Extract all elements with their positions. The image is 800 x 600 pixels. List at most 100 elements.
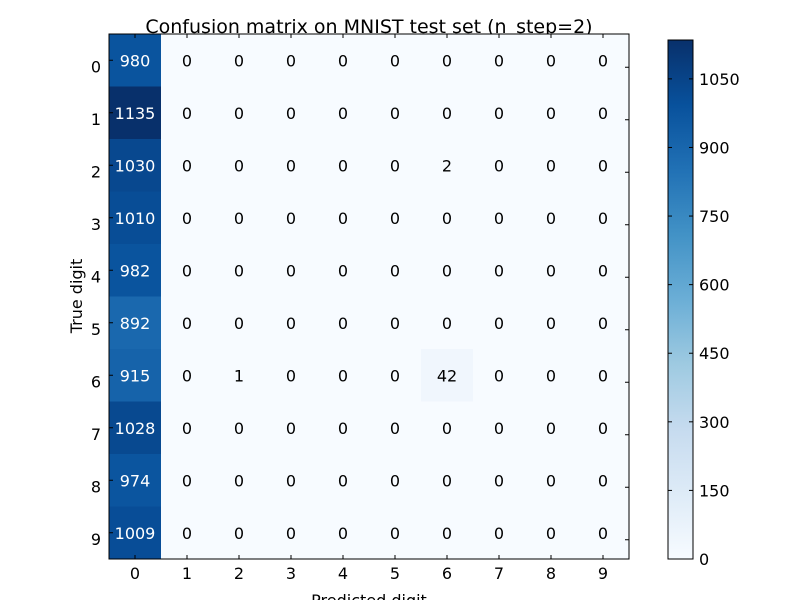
cell-value-r7-c6: 0 [442, 419, 452, 438]
cell-value-r2-c3: 0 [286, 156, 296, 175]
heatmap-cell-r5-c5 [369, 296, 422, 350]
heatmap-cell-r7-c1 [161, 401, 214, 455]
heatmap-cell-r0-c7 [473, 34, 526, 87]
cell-value-r4-c7: 0 [494, 261, 504, 280]
heatmap-cell-r5-c3 [265, 296, 318, 350]
heatmap-cell-r2-c7 [473, 139, 526, 192]
cell-value-r9-c2: 0 [234, 524, 244, 543]
cell-value-r5-c9: 0 [598, 314, 608, 333]
colorbar-tick-label-1050: 1050 [699, 70, 740, 89]
cell-value-r1-c5: 0 [390, 104, 400, 123]
cell-value-r3-c5: 0 [390, 209, 400, 228]
heatmap-cell-r1-c9 [577, 86, 630, 140]
cell-value-r0-c6: 0 [442, 51, 452, 70]
cell-value-r0-c9: 0 [598, 51, 608, 70]
heatmap-cell-r2-c3 [265, 139, 318, 192]
heatmap-cell-r8-c1 [161, 454, 214, 507]
heatmap-cell-r2-c6 [421, 139, 474, 192]
cell-value-r9-c8: 0 [546, 524, 556, 543]
cell-value-r4-c5: 0 [390, 261, 400, 280]
heatmap-cell-r3-c3 [265, 191, 318, 245]
heatmap-cell-r4-c8 [525, 244, 578, 297]
y-tick-label-6: 6 [91, 372, 101, 391]
cell-value-r8-c4: 0 [338, 471, 348, 490]
heatmap-cell-r2-c8 [525, 139, 578, 192]
heatmap-cell-r7-c7 [473, 401, 526, 455]
cell-value-r8-c3: 0 [286, 471, 296, 490]
colorbar-tick-label-150: 150 [699, 481, 730, 500]
cell-value-r2-c2: 0 [234, 156, 244, 175]
heatmap-cell-r4-c5 [369, 244, 422, 297]
x-tick-label-8: 8 [546, 564, 556, 583]
cell-value-r6-c1: 0 [182, 366, 192, 385]
cell-value-r9-c1: 0 [182, 524, 192, 543]
colorbar-tick-label-300: 300 [699, 413, 730, 432]
x-tick-label-5: 5 [390, 564, 400, 583]
heatmap-cell-r9-c4 [317, 506, 370, 560]
cell-value-r4-c2: 0 [234, 261, 244, 280]
heatmap-frame [108, 33, 630, 560]
heatmap-cell-r5-c0 [109, 296, 162, 350]
heatmap-cell-r1-c7 [473, 86, 526, 140]
cell-value-r4-c8: 0 [546, 261, 556, 280]
y-tick-label-8: 8 [91, 477, 101, 496]
heatmap-cell-r0-c1 [161, 34, 214, 87]
cell-value-r8-c6: 0 [442, 471, 452, 490]
chart-title: Confusion matrix on MNIST test set (n_st… [145, 16, 592, 38]
heatmap-cell-r5-c9 [577, 296, 630, 350]
heatmap-cell-r1-c3 [265, 86, 318, 140]
cell-value-r7-c3: 0 [286, 419, 296, 438]
heatmap-cell-r0-c9 [577, 34, 630, 87]
heatmap-cell-r8-c5 [369, 454, 422, 507]
y-tick-label-3: 3 [91, 215, 101, 234]
cell-value-r3-c3: 0 [286, 209, 296, 228]
heatmap-cell-r8-c6 [421, 454, 474, 507]
heatmap-cell-r8-c9 [577, 454, 630, 507]
cell-value-r2-c6: 2 [442, 156, 452, 175]
heatmap-cell-r4-c3 [265, 244, 318, 297]
cell-value-r1-c2: 0 [234, 104, 244, 123]
colorbar-tick-label-900: 900 [699, 138, 730, 157]
heatmap-cell-r0-c8 [525, 34, 578, 87]
cell-value-r5-c8: 0 [546, 314, 556, 333]
heatmap-cell-r9-c8 [525, 506, 578, 560]
cell-value-r5-c6: 0 [442, 314, 452, 333]
heatmap-cells [109, 34, 630, 560]
cell-value-r7-c2: 0 [234, 419, 244, 438]
heatmap-cell-r9-c2 [213, 506, 266, 560]
heatmap-cell-r3-c7 [473, 191, 526, 245]
cell-value-r6-c4: 0 [338, 366, 348, 385]
cell-value-r5-c1: 0 [182, 314, 192, 333]
cell-value-r6-c8: 0 [546, 366, 556, 385]
heatmap-cell-r9-c3 [265, 506, 318, 560]
heatmap-cell-r9-c9 [577, 506, 630, 560]
cell-value-r3-c1: 0 [182, 209, 192, 228]
colorbar-ticks: 0 150 300 450 600 750 900 1050 [668, 70, 740, 569]
cell-value-r3-c6: 0 [442, 209, 452, 228]
cell-value-r6-c5: 0 [390, 366, 400, 385]
heatmap-cell-r0-c4 [317, 34, 370, 87]
cell-value-r9-c6: 0 [442, 524, 452, 543]
x-tick-label-0: 0 [130, 564, 140, 583]
cell-value-r2-c0: 1030 [115, 156, 156, 175]
heatmap-cell-r4-c6 [421, 244, 474, 297]
cell-value-r2-c7: 0 [494, 156, 504, 175]
y-tick-label-0: 0 [91, 57, 101, 76]
cell-value-r3-c2: 0 [234, 209, 244, 228]
heatmap-cell-r5-c2 [213, 296, 266, 350]
heatmap-cell-r5-c4 [317, 296, 370, 350]
cell-value-r6-c9: 0 [598, 366, 608, 385]
cell-value-r7-c1: 0 [182, 419, 192, 438]
heatmap-cell-r0-c3 [265, 34, 318, 87]
heatmap-cell-r4-c2 [213, 244, 266, 297]
heatmap-cell-r2-c2 [213, 139, 266, 192]
y-tick-label-5: 5 [91, 320, 101, 339]
cell-value-r6-c7: 0 [494, 366, 504, 385]
cell-value-r1-c9: 0 [598, 104, 608, 123]
heatmap-cell-r8-c2 [213, 454, 266, 507]
cell-value-r8-c9: 0 [598, 471, 608, 490]
cell-value-r9-c5: 0 [390, 524, 400, 543]
cell-value-r7-c7: 0 [494, 419, 504, 438]
cell-value-r8-c0: 974 [120, 471, 151, 490]
